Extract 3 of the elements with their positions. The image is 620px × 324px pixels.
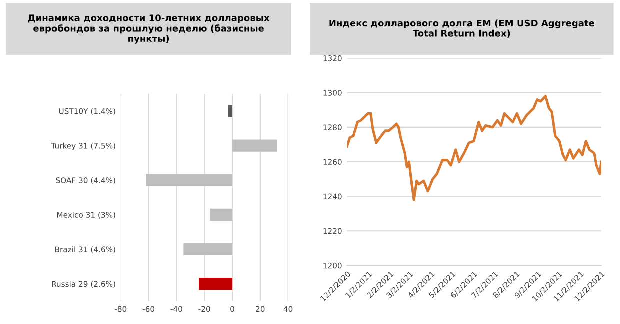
chart-title: Индекс долларового долга EM (EM USD Aggregate Total Return Index) — [330, 20, 594, 38]
line-series — [347, 95, 602, 202]
chart-title: Динамика доходности 10-летних долларовых евробондов за прошлую неделю (базисные пункты) — [28, 14, 270, 44]
